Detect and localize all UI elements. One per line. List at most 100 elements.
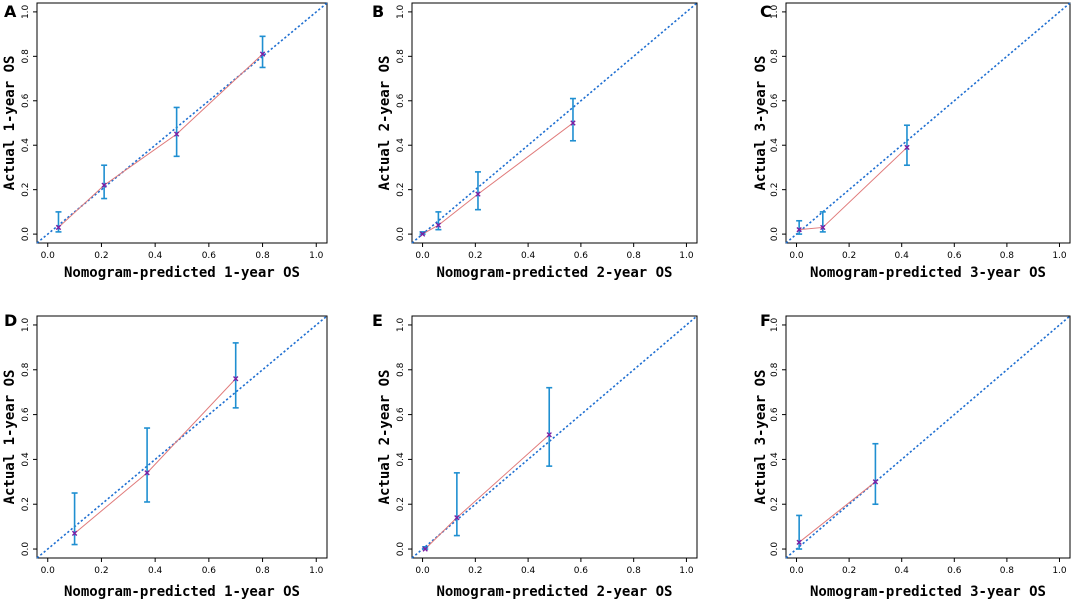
x-tick-label: 0.8	[627, 251, 642, 261]
ideal-line	[785, 2, 1071, 244]
calibration-line	[422, 122, 574, 235]
plot-frame	[785, 2, 1071, 244]
y-axis-label: Actual 1-year OS	[2, 56, 18, 191]
calibration-line	[798, 481, 876, 543]
x-tick-label: 0.4	[521, 566, 536, 576]
x-tick-label: 0.8	[1000, 251, 1015, 261]
data-point	[259, 51, 266, 57]
y-tick-label: 0.0	[21, 227, 31, 242]
x-tick-label: 0.6	[947, 251, 962, 261]
y-tick-label: 0.0	[770, 542, 780, 557]
chart-panel-e: 0.0 0.2 0.4 0.6 0.8 1.0 0.0 0.2 0.4 0.6 0.8 1.0 Nomo…	[372, 311, 698, 600]
y-tick-label: 0.6	[770, 93, 780, 108]
plot-frame	[411, 315, 698, 559]
x-tick-label: 0.6	[947, 566, 962, 576]
x-tick-label: 0.6	[202, 566, 217, 576]
y-tick-label: 0.2	[21, 497, 31, 511]
y-tick-label: 1.0	[396, 4, 406, 19]
data-point	[435, 222, 442, 228]
y-tick-label: 0.8	[21, 362, 31, 377]
data-point	[419, 231, 426, 237]
ideal-line	[411, 315, 698, 559]
y-axis-label: Actual 3-year OS	[753, 56, 769, 191]
data-point	[475, 191, 481, 197]
x-axis-label: Nomogram-predicted 1-year OS	[64, 584, 300, 600]
x-tick-label: 0.0	[41, 251, 56, 261]
data-point	[546, 432, 552, 438]
y-tick-label: 1.0	[21, 4, 31, 19]
data-point	[71, 530, 78, 537]
x-tick-label: 0.0	[789, 251, 804, 261]
plot-frame	[36, 315, 328, 559]
data-point	[173, 131, 180, 137]
y-axis-label: Actual 2-year OS	[377, 370, 393, 505]
panel-letter: B	[372, 2, 384, 21]
y-tick-label: 0.6	[21, 93, 31, 108]
x-axis-label: Nomogram-predicted 3-year OS	[810, 265, 1046, 281]
y-tick-label: 1.0	[770, 4, 780, 19]
y-tick-label: 0.2	[396, 497, 406, 511]
calibration-line	[74, 378, 237, 534]
x-tick-label: 0.2	[842, 251, 856, 261]
x-tick-label: 0.0	[415, 566, 430, 576]
x-tick-label: 0.8	[1000, 566, 1015, 576]
y-axis-label: Actual 2-year OS	[377, 56, 393, 191]
x-tick-label: 0.6	[202, 251, 217, 261]
y-tick-label: 0.8	[770, 362, 780, 377]
x-tick-label: 0.2	[94, 251, 108, 261]
x-tick-label: 1.0	[309, 251, 324, 261]
x-tick-label: 0.4	[148, 251, 163, 261]
data-point	[422, 546, 428, 552]
y-tick-label: 0.0	[21, 542, 31, 557]
y-axis-label: Actual 1-year OS	[2, 370, 18, 505]
y-tick-label: 0.6	[21, 407, 31, 422]
x-tick-label: 0.2	[468, 566, 482, 576]
panel-letter: C	[760, 2, 772, 21]
y-tick-label: 0.4	[396, 138, 406, 153]
y-tick-label: 0.2	[770, 183, 780, 197]
chart-panel-b: 0.0 0.2 0.4 0.6 0.8 1.0 0.0 0.2 0.4 0.6 0.8 1.0 Nomo…	[372, 2, 698, 281]
x-tick-label: 0.2	[842, 566, 856, 576]
y-tick-label: 0.6	[396, 407, 406, 422]
plot-frame	[785, 315, 1071, 559]
chart-panel-f: 0.0 0.2 0.4 0.6 0.8 1.0 0.0 0.2 0.4 0.6 0.8 1.0 Nomo…	[753, 311, 1071, 600]
data-point	[820, 224, 826, 231]
x-tick-label: 0.8	[255, 566, 270, 576]
y-tick-label: 0.2	[770, 497, 780, 511]
x-tick-label: 1.0	[309, 566, 324, 576]
data-point	[570, 120, 576, 126]
data-point	[233, 376, 239, 382]
data-point	[144, 470, 150, 476]
data-point	[904, 144, 910, 151]
ideal-line	[785, 315, 1071, 559]
y-tick-label: 0.0	[396, 542, 406, 557]
data-point	[872, 479, 879, 485]
x-tick-label: 0.4	[521, 251, 536, 261]
y-tick-label: 0.8	[396, 49, 406, 64]
y-tick-label: 0.2	[21, 183, 31, 197]
y-tick-label: 0.8	[21, 49, 31, 64]
ideal-line	[411, 2, 698, 244]
x-tick-label: 0.6	[574, 251, 589, 261]
y-tick-label: 0.4	[21, 138, 31, 153]
x-tick-label: 1.0	[679, 251, 694, 261]
x-tick-label: 0.4	[895, 251, 910, 261]
x-tick-label: 0.2	[468, 251, 482, 261]
data-point	[101, 182, 107, 188]
y-tick-label: 0.8	[770, 49, 780, 64]
ideal-line	[36, 315, 328, 559]
x-tick-label: 0.8	[255, 251, 270, 261]
chart-panel-a: 0.0 0.2 0.4 0.6 0.8 1.0 0.0 0.2 0.4 0.6 0.8 1.0 Nomo…	[2, 2, 328, 281]
panel-letter: D	[4, 311, 17, 330]
data-point	[796, 539, 802, 546]
panel-letter: F	[760, 311, 771, 330]
plot-frame	[411, 2, 698, 244]
x-tick-label: 0.0	[415, 251, 430, 261]
data-point	[796, 226, 802, 233]
x-tick-label: 0.8	[627, 566, 642, 576]
x-tick-label: 0.6	[574, 566, 589, 576]
x-tick-label: 1.0	[1052, 566, 1067, 576]
y-tick-label: 0.4	[396, 452, 406, 467]
x-tick-label: 0.0	[789, 566, 804, 576]
